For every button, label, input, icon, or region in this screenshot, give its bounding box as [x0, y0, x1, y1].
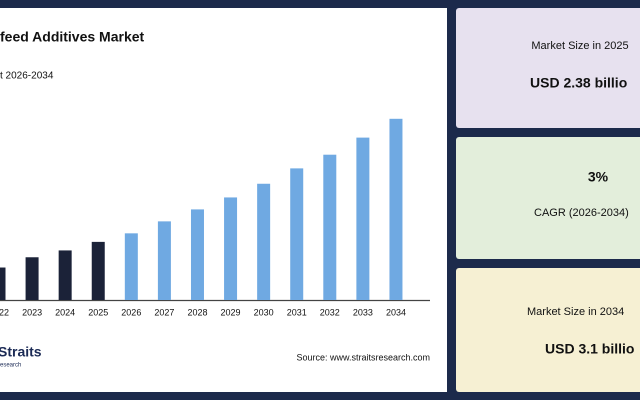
stat-value: 3% — [588, 169, 609, 185]
bar — [323, 154, 337, 300]
x-tick-label: 2025 — [88, 307, 108, 317]
x-tick-label: 2023 — [22, 307, 42, 317]
chart-panel — [0, 8, 447, 392]
stat-card — [456, 8, 640, 128]
bar — [124, 233, 138, 300]
logo-sub: research — [0, 363, 21, 369]
bar — [224, 197, 238, 300]
source: Source: www.straitsresearch.com — [296, 352, 430, 362]
chart-subtitle: t 2026-2034 — [0, 71, 54, 82]
x-tick-label: 2026 — [121, 307, 141, 317]
x-tick-label: 2028 — [187, 307, 207, 317]
bar — [389, 118, 403, 300]
x-tick-label: 2032 — [320, 307, 340, 317]
x-tick-label: 22 — [0, 307, 9, 317]
stat-card — [456, 268, 640, 392]
bar — [91, 241, 105, 300]
bar — [58, 250, 72, 300]
x-tick-label: 2033 — [353, 307, 373, 317]
x-tick-label: 2024 — [55, 307, 75, 317]
stat-value: USD 2.38 billio — [530, 75, 627, 91]
logo: Straits — [0, 344, 42, 360]
bar — [257, 183, 271, 300]
x-tick-label: 2027 — [154, 307, 174, 317]
stat-label: Market Size in 2025 — [531, 40, 628, 52]
x-tick-label: 2031 — [287, 307, 307, 317]
x-tick-label: 2034 — [386, 307, 406, 317]
stat-card — [456, 137, 640, 259]
stat-label: Market Size in 2034 — [527, 306, 624, 318]
stat-value: USD 3.1 billio — [545, 341, 634, 357]
bar — [356, 137, 370, 300]
bar — [0, 267, 6, 300]
bar — [290, 168, 304, 300]
bar — [190, 209, 204, 300]
bar — [25, 257, 39, 300]
bar — [157, 221, 171, 300]
x-tick-label: 2029 — [221, 307, 241, 317]
x-tick-label: 2030 — [254, 307, 274, 317]
stat-label: CAGR (2026-2034) — [534, 207, 629, 219]
chart-title: feed Additives Market — [0, 29, 145, 45]
